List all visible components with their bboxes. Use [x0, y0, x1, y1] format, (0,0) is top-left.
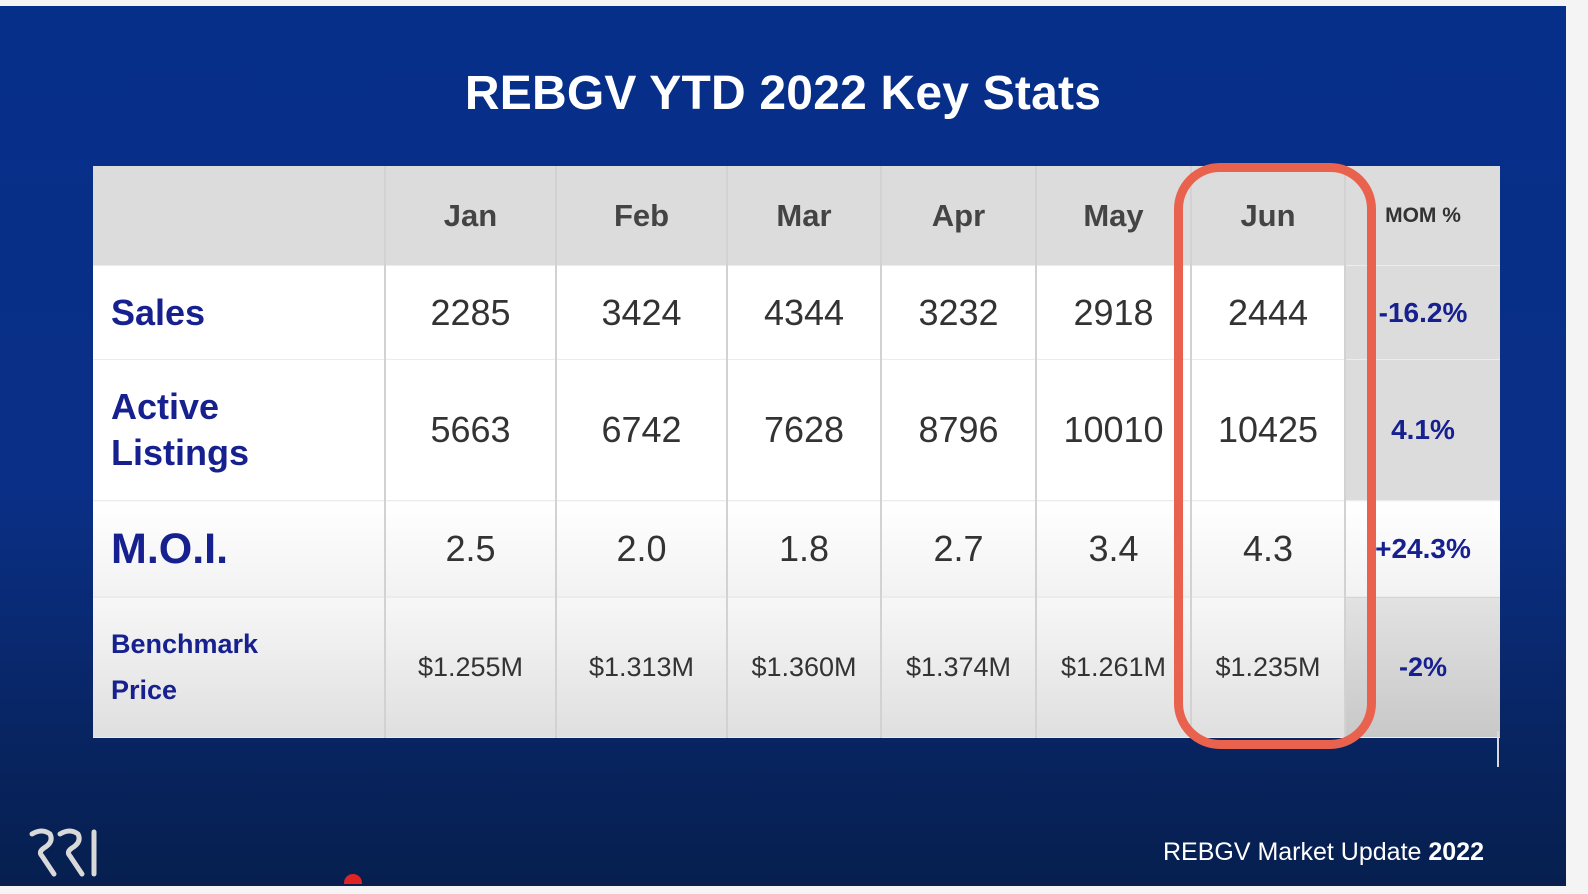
corner-cell — [93, 166, 386, 266]
cell-moi-apr: 2.7 — [881, 500, 1037, 597]
cell-active-feb: 6742 — [556, 359, 728, 501]
video-progress-marker[interactable] — [344, 874, 362, 884]
row-label-benchmark-price: Benchmark Price — [93, 596, 386, 738]
cell-sales-mar: 4344 — [727, 265, 882, 360]
table-row-sales: Sales 2285 3424 4344 3232 2918 2444 -16.… — [93, 265, 1500, 360]
cell-moi-mar: 1.8 — [727, 500, 882, 597]
cell-moi-jun: 4.3 — [1191, 500, 1346, 597]
cell-moi-jan: 2.5 — [385, 500, 557, 597]
key-stats-table: Jan Feb Mar Apr May Jun MOM % Sales 2285… — [93, 166, 1500, 738]
table-row-benchmark-price: Benchmark Price $1.255M $1.313M $1.360M $… — [93, 596, 1500, 738]
row-label-sales: Sales — [93, 265, 386, 360]
cell-moi-feb: 2.0 — [556, 500, 728, 597]
month-header-may: May — [1036, 166, 1192, 266]
footer-year: 2022 — [1428, 838, 1484, 866]
month-header-feb: Feb — [556, 166, 728, 266]
header-row: Jan Feb Mar Apr May Jun MOM % — [93, 166, 1500, 266]
footer-text: REBGV Market Update — [1162, 838, 1422, 866]
cell-active-mar: 7628 — [727, 359, 882, 501]
cell-sales-jan: 2285 — [385, 265, 557, 360]
cell-price-mar: $1.360M — [727, 596, 882, 738]
cell-price-jun: $1.235M — [1191, 596, 1346, 738]
footer-caption: REBGV Market Update 2022 — [1163, 838, 1484, 867]
row-label-line1: Active — [111, 386, 220, 427]
cell-sales-jun: 2444 — [1191, 265, 1346, 360]
cell-moi-may: 3.4 — [1036, 500, 1192, 597]
row-label-line2: Price — [111, 675, 178, 705]
row-label-line1: Sales — [111, 291, 206, 333]
cell-sales-feb: 3424 — [556, 265, 728, 360]
cell-price-apr: $1.374M — [881, 596, 1037, 738]
month-header-jan: Jan — [385, 166, 557, 266]
row-label-active-listings: Active Listings — [93, 359, 386, 501]
table-row-moi: M.O.I. 2.5 2.0 1.8 2.7 3.4 4.3 +24.3% — [93, 500, 1500, 597]
row-label-line1: M.O.I. — [111, 524, 229, 573]
cell-price-feb: $1.313M — [556, 596, 728, 738]
table-row-active-listings: Active Listings 5663 6742 7628 8796 10010… — [93, 359, 1500, 501]
mom-moi: +24.3% — [1345, 500, 1500, 597]
row-label-line2: Listings — [111, 432, 250, 473]
table-edge-line — [1497, 731, 1499, 767]
cell-active-jun: 10425 — [1191, 359, 1346, 501]
row-label-line1: Benchmark — [111, 629, 259, 659]
month-header-mar: Mar — [727, 166, 882, 266]
mom-active-listings: 4.1% — [1345, 359, 1500, 501]
cell-active-jan: 5663 — [385, 359, 557, 501]
row-label-moi: M.O.I. — [93, 500, 386, 597]
cell-sales-apr: 3232 — [881, 265, 1037, 360]
cell-price-may: $1.261M — [1036, 596, 1192, 738]
month-header-jun: Jun — [1191, 166, 1346, 266]
slide: REBGV YTD 2022 Key Stats Jan Feb Mar Apr… — [0, 6, 1566, 886]
cell-sales-may: 2918 — [1036, 265, 1192, 360]
rri-logo — [29, 828, 97, 877]
slide-title: REBGV YTD 2022 Key Stats — [464, 67, 1102, 120]
cell-active-apr: 8796 — [881, 359, 1037, 501]
mom-header: MOM % — [1345, 166, 1500, 266]
cell-price-jan: $1.255M — [385, 596, 557, 738]
month-header-apr: Apr — [881, 166, 1037, 266]
mom-sales: -16.2% — [1345, 265, 1500, 360]
cell-active-may: 10010 — [1036, 359, 1192, 501]
mom-benchmark-price: -2% — [1345, 596, 1500, 738]
